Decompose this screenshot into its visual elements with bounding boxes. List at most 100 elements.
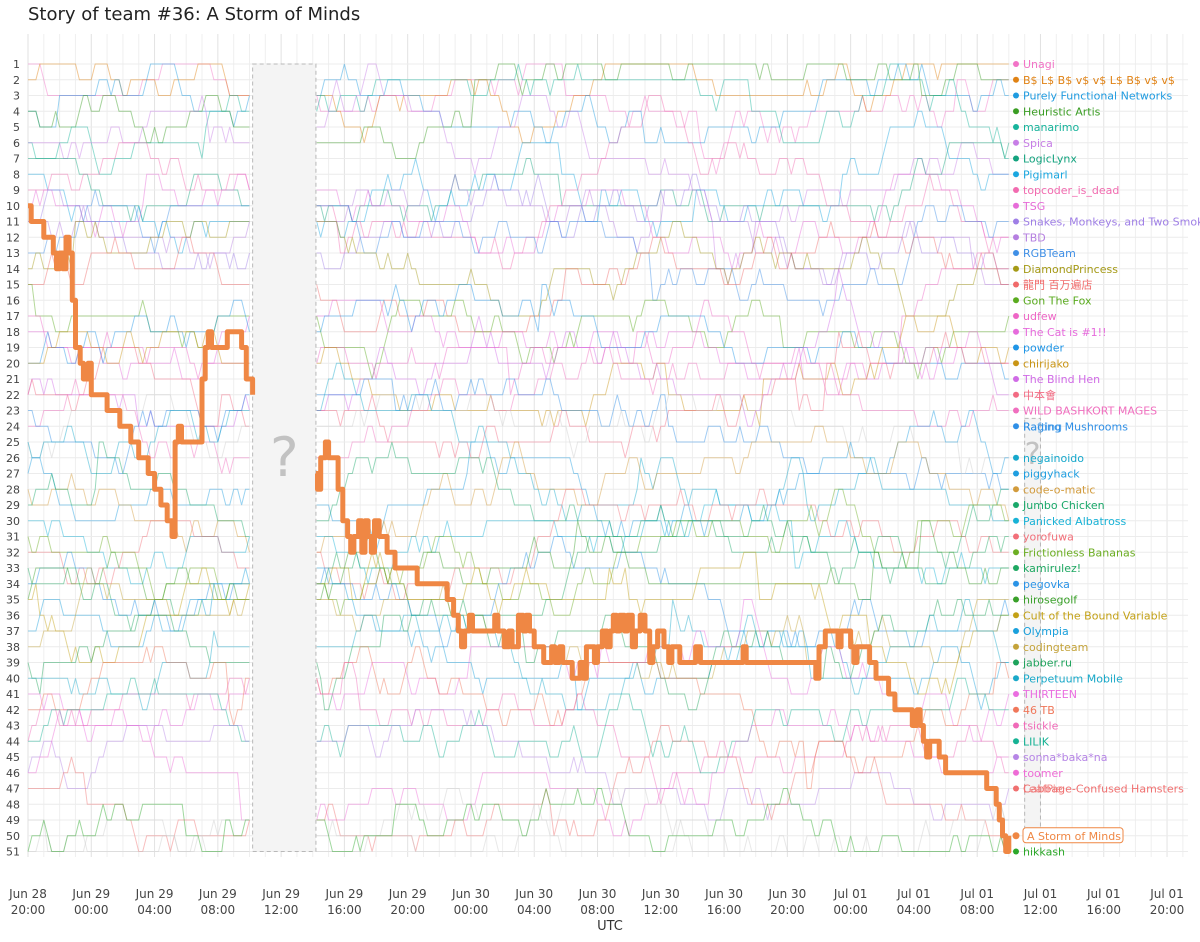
series-line <box>28 709 1009 837</box>
x-tick-label-time: 08:00 <box>580 903 615 917</box>
x-tick-label-time: 00:00 <box>74 903 109 917</box>
y-tick-label: 17 <box>6 310 20 323</box>
team-dot <box>1013 218 1019 225</box>
y-tick-label: 1 <box>13 58 20 71</box>
series-line <box>27 599 1009 711</box>
team-label: B$ L$ B$ v$ v$ L$ B$ v$ v$ <box>1023 74 1175 87</box>
y-tick-label: 14 <box>6 263 20 276</box>
series-line <box>28 63 1009 175</box>
y-tick-label: 7 <box>13 153 20 166</box>
team-label: TBD <box>1022 231 1046 244</box>
team-dot <box>1013 202 1019 209</box>
team-label: negainoido <box>1023 452 1084 465</box>
gap-question-mark: ? <box>1025 437 1041 472</box>
x-tick-label-date: Jun 29 <box>198 887 237 901</box>
team-label: udfew <box>1023 310 1057 323</box>
team-dot <box>1013 533 1019 540</box>
team-label: Snakes, Monkeys, and Two Smoking Lambdas <box>1023 216 1200 229</box>
team-label: tsickle <box>1023 720 1059 733</box>
x-axis: Jun 28 20:00 Jun 29 00:00 Jun 29 04:00 Jun 29 0… <box>8 887 1184 917</box>
team-label: 中本會 <box>1023 388 1056 402</box>
team-dot <box>1013 344 1019 351</box>
x-tick-label-time: 16:00 <box>707 903 742 917</box>
team-label: Perpetuum Mobile <box>1023 672 1123 685</box>
series-line <box>28 63 1009 285</box>
team-label: hirosegolf <box>1023 594 1078 607</box>
y-tick-label: 26 <box>6 452 20 465</box>
team-label: topcoder_is_dead <box>1023 184 1119 197</box>
x-tick-label-date: Jul 01 <box>959 887 994 901</box>
y-tick-label: 51 <box>6 846 20 859</box>
team-dot <box>1013 360 1019 367</box>
x-tick-label-date: Jul 01 <box>1086 887 1121 901</box>
y-tick-label: 34 <box>6 578 20 591</box>
x-tick-label-date: Jun 30 <box>514 887 553 901</box>
data-gaps: ?? <box>252 63 1041 852</box>
highlight-team-label: A Storm of Minds <box>1027 830 1121 843</box>
team-label: The Cat is #1!! <box>1022 326 1107 339</box>
x-tick-label-time: 20:00 <box>1150 903 1185 917</box>
team-label: Jumbo Chicken <box>1022 499 1105 512</box>
y-tick-label: 30 <box>6 515 20 528</box>
series-line <box>28 63 1009 144</box>
team-dot <box>1013 517 1019 524</box>
x-tick-label-time: 04:00 <box>897 903 932 917</box>
y-tick-label: 40 <box>6 672 20 685</box>
y-tick-label: 32 <box>6 546 20 559</box>
series-line <box>28 63 1009 159</box>
series-line <box>27 425 1010 553</box>
y-tick-label: 33 <box>6 562 20 575</box>
series-line <box>27 504 1009 632</box>
y-tick-label: 36 <box>6 609 20 622</box>
x-tick-label-date: Jul 01 <box>1023 887 1058 901</box>
team-dot <box>1013 61 1019 67</box>
team-dot <box>1013 423 1019 430</box>
y-tick-label: 2 <box>13 74 20 87</box>
team-label: LILIK <box>1023 735 1050 748</box>
team-label: Purely Functional Networks <box>1023 90 1173 103</box>
y-tick-label: 21 <box>6 373 20 386</box>
series-line <box>28 378 1009 490</box>
other-team-series <box>27 63 1010 852</box>
team-label-overlap: LeafPie <box>1023 783 1063 796</box>
series-line <box>28 95 1009 270</box>
y-tick-label: 15 <box>6 279 20 292</box>
series-line <box>28 567 1009 711</box>
team-label: 龍門 百万遍店 <box>1023 278 1093 292</box>
team-dot <box>1013 281 1019 288</box>
team-dot <box>1013 234 1019 241</box>
team-dot <box>1013 486 1019 493</box>
team-label: Spica <box>1023 137 1053 150</box>
x-tick-label-time: 12:00 <box>264 903 299 917</box>
series-line <box>27 394 1009 474</box>
x-tick-label-date: Jun 30 <box>704 887 743 901</box>
series-line <box>28 173 1009 270</box>
x-tick-label-date: Jun 29 <box>324 887 363 901</box>
y-tick-label: 31 <box>6 531 20 544</box>
series-line <box>28 725 1009 852</box>
team-label: Panicked Albatross <box>1023 515 1127 528</box>
y-axis: 1234567891011121314151617181920212223242… <box>6 58 20 859</box>
team-label: jabber.ru <box>1022 657 1072 670</box>
team-dot <box>1013 171 1019 178</box>
team-dot <box>1013 454 1019 461</box>
grid-lines <box>27 34 1188 857</box>
y-tick-label: 49 <box>6 814 20 827</box>
y-tick-label: 16 <box>6 294 20 307</box>
team-label: Gon The Fox <box>1023 294 1092 307</box>
y-tick-label: 45 <box>6 751 20 764</box>
highlight-series <box>28 203 1012 854</box>
series-line <box>28 110 1009 254</box>
x-tick-label-date: Jun 30 <box>578 887 617 901</box>
x-tick-label-date: Jul 01 <box>896 887 931 901</box>
series-line <box>28 63 1009 175</box>
team-dot <box>1013 785 1019 792</box>
team-dot <box>1013 612 1019 619</box>
x-tick-label-date: Jun 29 <box>135 887 174 901</box>
team-dot <box>1013 328 1019 335</box>
team-dot <box>1013 628 1019 634</box>
y-tick-label: 19 <box>6 342 20 355</box>
series-line <box>27 410 1009 553</box>
y-tick-label: 39 <box>6 657 20 670</box>
